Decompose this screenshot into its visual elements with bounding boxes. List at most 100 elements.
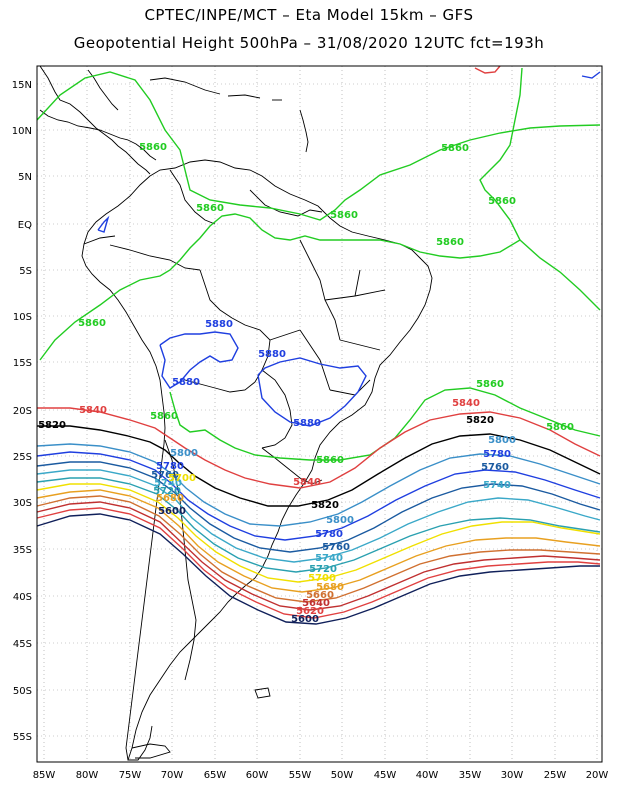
latitude-labels: 15N 10N 5N EQ 5S 10S 15S 20S 25S 30S 35S 40S 45S 50S 5… xyxy=(12,80,32,743)
contour-5820 xyxy=(37,425,601,507)
tierra-del-fuego xyxy=(131,743,171,759)
contour-label-5740: 5740 xyxy=(483,480,511,491)
border-paraguay xyxy=(261,369,293,449)
contour-5660 xyxy=(36,495,601,603)
contour-label-5880: 5880 xyxy=(293,418,321,429)
central-america-coast xyxy=(39,65,151,175)
contour-label-5800: 5800 xyxy=(170,448,198,459)
chart-subtitle: Geopotential Height 500hPa – 31/08/2020 … xyxy=(73,34,545,52)
contour-label-5760: 5760 xyxy=(151,470,179,481)
lat-tick-label: 20S xyxy=(13,406,32,417)
state-borders xyxy=(269,239,386,396)
contour-5860-east xyxy=(519,239,601,311)
border-ecuador xyxy=(83,235,116,245)
contour-label-5860: 5860 xyxy=(436,237,464,248)
contour-label-5860: 5860 xyxy=(330,210,358,221)
south-america-coast xyxy=(127,159,433,761)
lat-tick-label: 50S xyxy=(13,686,32,697)
contour-5680 xyxy=(36,489,601,593)
hispaniola xyxy=(227,94,261,99)
contour-label-5860: 5860 xyxy=(139,142,167,153)
contour-5840-top xyxy=(474,65,501,74)
map-frame xyxy=(36,65,603,763)
contour-label-5840: 5840 xyxy=(293,477,321,488)
lon-tick-label: 45W xyxy=(374,770,397,781)
contour-label-5860: 5860 xyxy=(441,143,469,154)
contour-label-5840: 5840 xyxy=(79,405,107,416)
contour-labels: 5860 5860 5860 5860 5860 5860 5860 5860 5860 5860… xyxy=(38,142,574,625)
gridlines xyxy=(37,66,602,762)
contour-5860-south xyxy=(169,387,601,461)
contour-label-5880: 5880 xyxy=(172,377,200,388)
contour-label-5780: 5780 xyxy=(483,449,511,460)
lat-tick-label: 10N xyxy=(12,126,32,137)
lon-tick-label: 60W xyxy=(246,770,269,781)
central-america-coast-north xyxy=(39,109,157,161)
contour-label-5860: 5860 xyxy=(316,455,344,466)
contour-label-5600: 5600 xyxy=(291,614,319,625)
falklands xyxy=(254,687,271,699)
lat-tick-label: 10S xyxy=(13,312,32,323)
contour-label-5860: 5860 xyxy=(488,196,516,207)
lat-tick-label: 30S xyxy=(13,498,32,509)
contour-5840 xyxy=(37,407,601,489)
antilles xyxy=(299,109,309,153)
contour-5880-ecuador xyxy=(97,215,110,233)
contour-5780 xyxy=(36,451,601,541)
lon-tick-label: 25W xyxy=(544,770,567,781)
contour-label-5860: 5860 xyxy=(78,318,106,329)
lat-tick-label: 5N xyxy=(18,172,32,183)
contour-label-5820: 5820 xyxy=(38,420,66,431)
border-brazil-guianas xyxy=(249,189,323,217)
contour-label-5860: 5860 xyxy=(476,379,504,390)
contour-5600 xyxy=(36,513,600,625)
contour-lines xyxy=(36,65,601,625)
lat-tick-label: 35S xyxy=(13,545,32,556)
contour-5880-brazil xyxy=(257,357,367,427)
contour-5760 xyxy=(36,461,601,553)
contour-label-5600: 5600 xyxy=(158,506,186,517)
contour-label-5800: 5800 xyxy=(488,435,516,446)
lon-tick-label: 70W xyxy=(161,770,184,781)
contour-label-5720: 5720 xyxy=(153,486,181,497)
border-venezuela-colombia xyxy=(169,169,216,225)
lat-tick-label: 5S xyxy=(19,266,32,277)
contour-label-5640: 5640 xyxy=(302,598,330,609)
contour-label-5780: 5780 xyxy=(156,461,184,472)
contour-5800 xyxy=(36,443,601,527)
contour-label-5660: 5660 xyxy=(306,590,334,601)
lat-tick-label: 25S xyxy=(13,452,32,463)
contour-5620 xyxy=(36,507,601,619)
contour-5720 xyxy=(36,477,601,573)
contour-5640 xyxy=(36,501,601,611)
contour-5740 xyxy=(36,469,601,563)
lat-tick-label: 45S xyxy=(13,639,32,650)
border-uruguay xyxy=(289,469,323,485)
contour-5700 xyxy=(36,483,601,583)
border-peru-brazil xyxy=(199,269,233,319)
lon-tick-label: 55W xyxy=(289,770,312,781)
contour-label-5860: 5860 xyxy=(150,411,178,422)
border-brazil-argentina xyxy=(261,447,291,471)
contour-label-5760: 5760 xyxy=(322,542,350,553)
chart-title: CPTEC/INPE/MCT – Eta Model 15km – GFS xyxy=(144,6,474,24)
contour-5880-bolivia xyxy=(159,331,239,389)
contour-label-5800: 5800 xyxy=(326,515,354,526)
lon-tick-label: 20W xyxy=(586,770,609,781)
contour-label-5720: 5720 xyxy=(309,564,337,575)
coastlines xyxy=(39,65,433,761)
south-america-west-coast xyxy=(81,175,166,761)
contour-label-5820: 5820 xyxy=(311,500,339,511)
contour-label-5740: 5740 xyxy=(315,553,343,564)
lon-tick-label: 65W xyxy=(204,770,227,781)
contour-label-5680: 5680 xyxy=(316,582,344,593)
contour-label-5740: 5740 xyxy=(154,478,182,489)
contour-5860-north xyxy=(36,71,601,221)
border-colombia-peru xyxy=(109,244,201,271)
contour-label-5820: 5820 xyxy=(466,415,494,426)
contour-label-5700: 5700 xyxy=(168,473,196,484)
lon-tick-label: 40W xyxy=(416,770,439,781)
lat-tick-label: 40S xyxy=(13,592,32,603)
contour-label-5620: 5620 xyxy=(296,606,324,617)
